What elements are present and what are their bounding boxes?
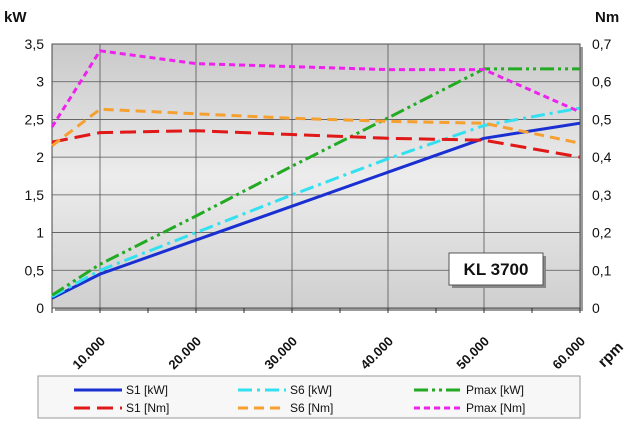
y-right-unit-label: Nm bbox=[595, 9, 619, 26]
y-left-tick-label: 0 bbox=[36, 300, 44, 316]
y-right-tick-label: 0 bbox=[592, 300, 600, 316]
y-right-tick-labels: 0 0,1 0,2 0,3 0,4 0,5 0,6 0,7 bbox=[592, 36, 612, 316]
y-right-tick-label: 0,7 bbox=[592, 36, 612, 52]
series-lines bbox=[50, 49, 581, 300]
y-right-tick-label: 0,4 bbox=[592, 149, 612, 165]
plot-area bbox=[51, 43, 583, 311]
y-right-tick-label: 0,2 bbox=[592, 225, 612, 241]
series-line-s6-kw bbox=[51, 106, 581, 299]
x-unit-label: rpm bbox=[595, 339, 627, 371]
series-line-s1-nm bbox=[51, 129, 581, 159]
chart-annotation-box: KL 3700 bbox=[448, 252, 546, 288]
y-right-tick-label: 0,5 bbox=[592, 111, 612, 127]
x-tick-label: 60.000 bbox=[549, 334, 588, 373]
annotation-frame bbox=[448, 252, 544, 286]
y-left-tick-label: 2,5 bbox=[25, 111, 45, 127]
legend-label: Pmax [kW] bbox=[466, 383, 524, 397]
y-left-tick-label: 3,5 bbox=[25, 36, 45, 52]
legend-label: Pmax [Nm] bbox=[466, 401, 525, 415]
y-left-tick-label: 2 bbox=[36, 149, 44, 165]
y-right-tick-label: 0,3 bbox=[592, 187, 612, 203]
x-tick-label: 30.000 bbox=[261, 334, 300, 373]
series-line-s1-kw bbox=[51, 121, 581, 300]
x-tick-label: 50.000 bbox=[453, 334, 492, 373]
y-left-tick-label: 0,5 bbox=[25, 262, 45, 278]
annotation-label: KL 3700 bbox=[464, 260, 529, 279]
y-left-unit-label: kW bbox=[4, 9, 27, 26]
legend-label: S1 [Nm] bbox=[126, 401, 169, 415]
x-tick-label: 40.000 bbox=[357, 334, 396, 373]
y-left-tick-label: 3 bbox=[36, 74, 44, 90]
x-tick-label: 20.000 bbox=[165, 334, 204, 373]
y-right-tick-label: 0,6 bbox=[592, 74, 612, 90]
legend-label: S6 [kW] bbox=[290, 383, 332, 397]
x-tick-label: 10.000 bbox=[69, 334, 108, 373]
legend: S1 [kW] S6 [kW] Pmax [kW] S1 [Nm] S6 [Nm] Pma… bbox=[37, 375, 581, 419]
legend-frame bbox=[37, 375, 581, 419]
y-left-tick-labels: 0 0,5 1 1,5 2 2,5 3 3,5 bbox=[25, 36, 45, 316]
x-tick-labels: 10.000 20.000 30.000 40.000 50.000 60.000 bbox=[69, 334, 588, 373]
series-line-pmax-nm bbox=[50, 49, 581, 128]
legend-label: S1 [kW] bbox=[126, 383, 168, 397]
y-left-tick-label: 1,5 bbox=[25, 187, 45, 203]
legend-label: S6 [Nm] bbox=[290, 401, 333, 415]
y-left-tick-label: 1 bbox=[36, 225, 44, 241]
y-right-tick-label: 0,1 bbox=[592, 262, 612, 278]
